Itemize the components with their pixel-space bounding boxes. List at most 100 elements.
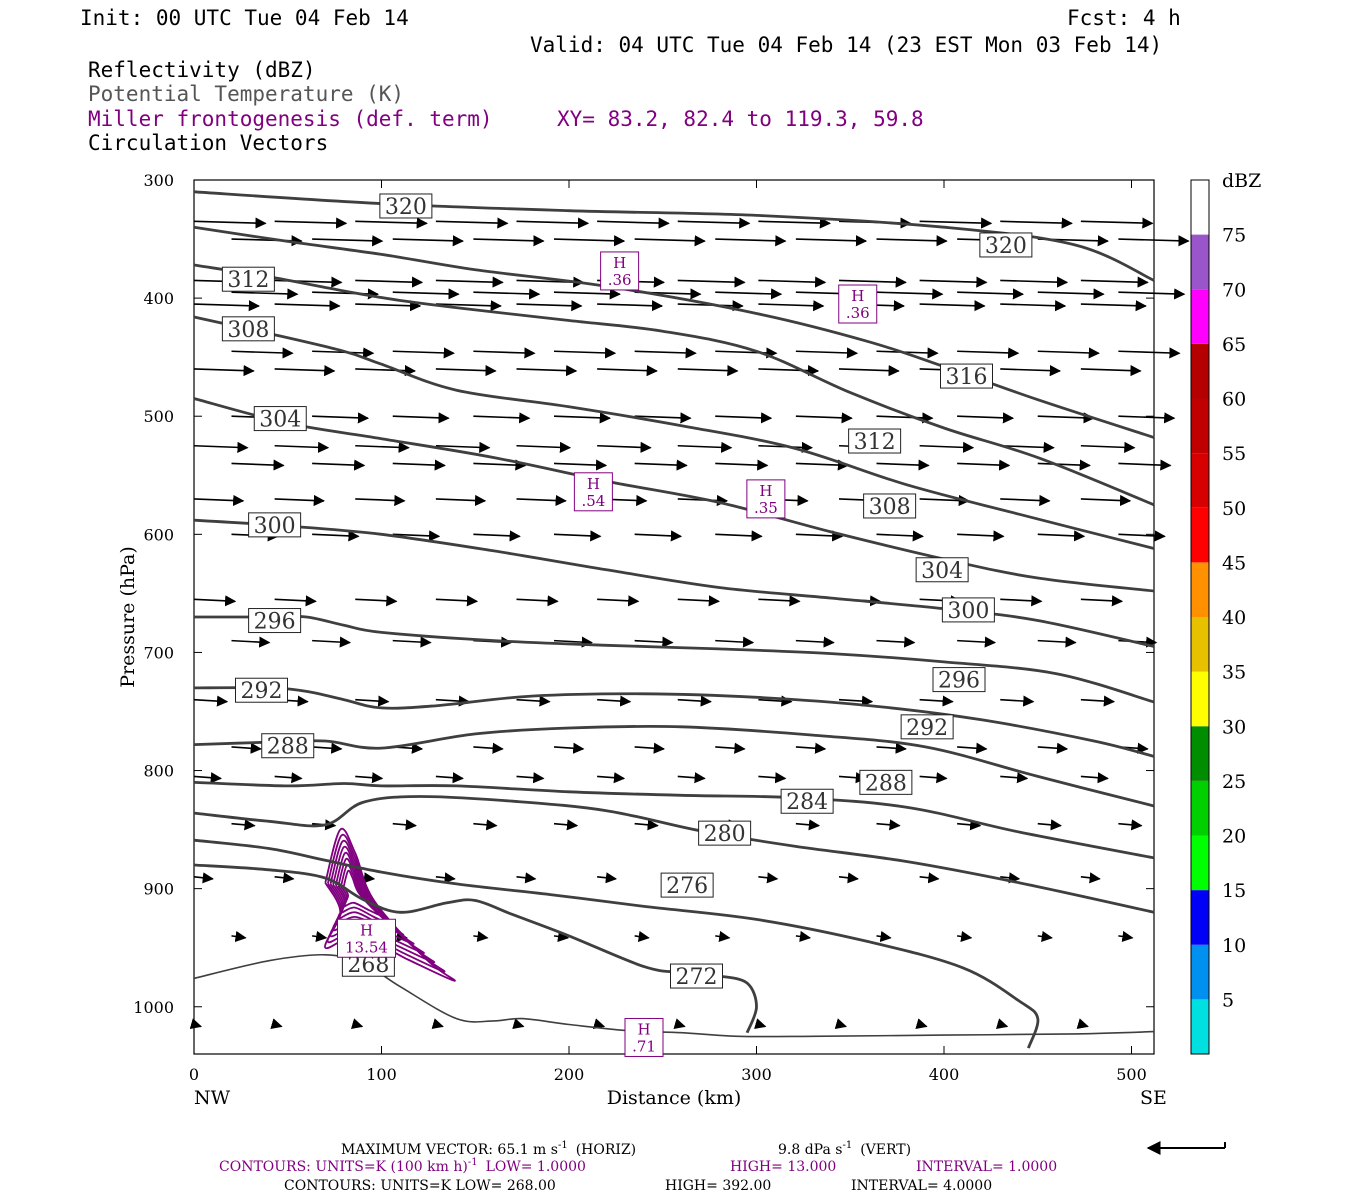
circulation-vector bbox=[597, 595, 640, 607]
circulation-vector bbox=[715, 412, 773, 424]
theta-label: 320 bbox=[385, 195, 427, 220]
circulation-vector bbox=[473, 742, 504, 754]
circulation-vector bbox=[876, 819, 901, 831]
circulation-vector bbox=[795, 742, 827, 754]
theta-label-box bbox=[859, 769, 913, 795]
colorbar-label: 40 bbox=[1222, 607, 1246, 629]
frontogenesis-max-box bbox=[746, 479, 786, 519]
circulation-vector bbox=[1000, 772, 1029, 784]
frontogenesis-max-box bbox=[838, 284, 878, 324]
theta-label-box bbox=[379, 193, 433, 219]
circulation-vector bbox=[193, 217, 267, 229]
circulation-vector bbox=[758, 365, 820, 377]
y-tick-label: 400 bbox=[143, 289, 174, 308]
y-tick-label: 1000 bbox=[133, 998, 174, 1017]
colorbar-label: 10 bbox=[1222, 935, 1246, 957]
circulation-vector bbox=[673, 1018, 686, 1030]
theta-contour-info: CONTOURS: UNITS=K LOW= 268.00 HIGH= 392.0… bbox=[284, 1178, 992, 1194]
x-tick-label: 0 bbox=[189, 1065, 199, 1084]
theta-label: 288 bbox=[267, 735, 309, 760]
circulation-vector bbox=[274, 772, 303, 784]
colorbar-label: 25 bbox=[1222, 771, 1246, 793]
y-axis-title: Pressure (hPa) bbox=[117, 546, 139, 688]
colorbar-label: 35 bbox=[1222, 662, 1246, 684]
frontogenesis-contour bbox=[326, 833, 446, 973]
circulation-vector bbox=[795, 459, 850, 471]
theta-label: 272 bbox=[676, 965, 718, 990]
circulation-vector bbox=[995, 1018, 1009, 1030]
theta-label-box bbox=[698, 820, 752, 846]
circulation-vector bbox=[355, 772, 384, 784]
frontogenesis-contour bbox=[332, 845, 425, 955]
circulation-vector bbox=[715, 459, 769, 471]
frontogenesis-max-value: 13.54 bbox=[345, 938, 388, 956]
circulation-vector bbox=[915, 1018, 928, 1030]
circulation-vector bbox=[754, 1018, 767, 1030]
circulation-vector bbox=[634, 459, 688, 471]
circulation-vector bbox=[1000, 217, 1073, 229]
theta-contour-316 bbox=[193, 225, 1155, 439]
colorbar-label: 15 bbox=[1222, 880, 1246, 902]
theta-contour-312 bbox=[193, 263, 1155, 507]
theta-label-box bbox=[221, 316, 275, 342]
circulation-vector bbox=[597, 217, 670, 229]
circulation-vector bbox=[795, 347, 859, 359]
circulation-vector bbox=[516, 595, 559, 607]
circulation-vector bbox=[392, 347, 455, 359]
circulation-vector bbox=[355, 276, 424, 288]
circulation-vector bbox=[919, 772, 948, 784]
circulation-vector bbox=[957, 530, 1005, 542]
circulation-vector bbox=[431, 1018, 444, 1030]
circulation-vector bbox=[758, 872, 779, 884]
circulation-vector bbox=[876, 288, 944, 300]
circulation-vector bbox=[795, 235, 868, 247]
valid-time: Valid: 04 UTC Tue 04 Feb 14 (23 EST Mon … bbox=[530, 33, 1162, 57]
x-tick-label: 200 bbox=[554, 1065, 585, 1084]
circulation-vector bbox=[435, 494, 487, 507]
circulation-vector bbox=[312, 530, 360, 542]
circulation-vector bbox=[1118, 347, 1181, 359]
theta-contour-292 bbox=[193, 686, 1155, 758]
theta-label-box bbox=[248, 512, 302, 538]
circulation-vector bbox=[274, 872, 295, 884]
circulation-vector bbox=[435, 365, 497, 377]
colorbar-cell bbox=[1191, 507, 1209, 563]
circulation-vector bbox=[355, 217, 428, 229]
theta-label-box bbox=[863, 493, 917, 519]
circulation-vector bbox=[553, 819, 579, 831]
init-time: Init: 00 UTC Tue 04 Feb 14 bbox=[80, 6, 409, 30]
circulation-vector bbox=[634, 412, 692, 424]
circulation-vector bbox=[1080, 300, 1147, 312]
circulation-vector bbox=[758, 276, 827, 288]
y-tick-label: 300 bbox=[143, 171, 174, 190]
circulation-vector bbox=[876, 636, 916, 648]
theta-label: 296 bbox=[938, 669, 980, 694]
circulation-vector bbox=[435, 276, 504, 288]
frontogenesis-contour bbox=[334, 851, 415, 945]
circulation-vector bbox=[312, 459, 366, 471]
circulation-vector bbox=[1037, 930, 1053, 943]
circulation-vector bbox=[758, 217, 832, 229]
circulation-vector bbox=[392, 530, 441, 542]
circulation-vector bbox=[834, 1018, 848, 1030]
frontogenesis-max-marker: H bbox=[851, 287, 864, 305]
colorbar-label: 20 bbox=[1222, 826, 1246, 848]
circulation-vector bbox=[473, 930, 489, 943]
circulation-vector bbox=[473, 530, 521, 542]
colorbar-cell bbox=[1191, 289, 1209, 344]
theta-label-box bbox=[253, 406, 307, 432]
circulation-vector bbox=[193, 494, 245, 507]
circulation-vector bbox=[1076, 1018, 1089, 1030]
circulation-vector bbox=[1118, 412, 1176, 424]
circulation-vector bbox=[435, 300, 502, 312]
circulation-vector bbox=[193, 300, 260, 312]
circulation-vector bbox=[1080, 441, 1136, 453]
circulation-vector bbox=[553, 530, 602, 542]
circulation-vector bbox=[677, 441, 733, 453]
theta-contour-280 bbox=[193, 795, 1155, 914]
circulation-vector bbox=[758, 595, 801, 607]
colorbar-label: 75 bbox=[1222, 225, 1246, 247]
theta-label-box bbox=[900, 714, 954, 740]
circulation-vector bbox=[1118, 530, 1166, 542]
